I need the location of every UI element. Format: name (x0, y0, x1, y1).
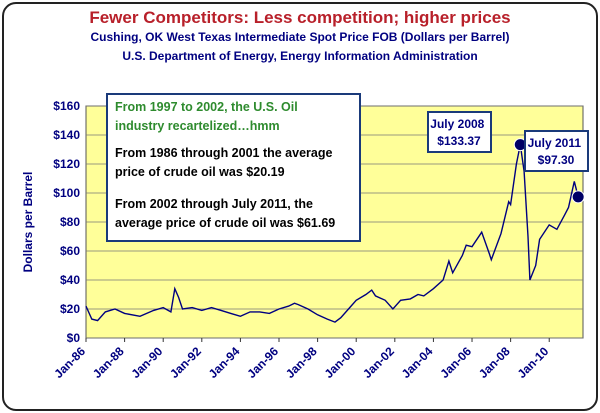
y-tick-label: $100 (53, 186, 80, 200)
annotation-box: From 1997 to 2002, the U.S. Oil industry… (106, 93, 361, 242)
annotation-a-line-1: From 1986 through 2001 the average (115, 146, 332, 160)
callout-july-2008: July 2008 $133.37 (427, 111, 492, 153)
chart-source: U.S. Department of Energy, Energy Inform… (122, 49, 478, 63)
x-tick-label: Jan-06 (437, 344, 474, 381)
x-tick-label: Jan-02 (360, 344, 397, 381)
y-tick-label: $20 (60, 302, 80, 316)
annotation-green-line-2: industry recartelized…hmm (115, 119, 280, 133)
annotation-b-line-2: average price of crude oil was $61.69 (115, 216, 335, 230)
annotation-b-line-1: From 2002 through July 2011, the (115, 197, 313, 211)
annotation-a-line-2: price of crude oil was $20.19 (115, 165, 285, 179)
x-tick-label: Jan-88 (90, 344, 127, 381)
y-tick-label: $60 (60, 244, 80, 258)
callout-2008-price: $133.37 (437, 134, 481, 148)
x-tick-label: Jan-86 (51, 344, 88, 381)
x-tick-label: Jan-00 (322, 344, 359, 381)
callout-marker (571, 190, 585, 204)
y-tick-label: $0 (67, 331, 81, 345)
x-tick-label: Jan-04 (399, 344, 436, 381)
x-tick-label: Jan-96 (244, 344, 281, 381)
annotation-text-b: From 2002 through July 2011, the average… (115, 197, 335, 230)
annotation-green-line-1: From 1997 to 2002, the U.S. Oil (115, 100, 298, 114)
y-tick-label: $80 (60, 215, 80, 229)
x-tick-label: Jan-08 (476, 344, 513, 381)
annotation-green: From 1997 to 2002, the U.S. Oil industry… (115, 100, 301, 133)
y-axis-label: Dollars per Barrel (21, 172, 35, 273)
chart-title: Fewer Competitors: Less competition; hig… (89, 8, 511, 27)
y-tick-label: $40 (60, 273, 80, 287)
callout-2011-price: $97.30 (538, 153, 575, 167)
x-axis-ticks: Jan-86 Jan-88 Jan-90 Jan-92 Jan-94 Jan-96 Jan-… (51, 338, 552, 381)
annotation-text-a: From 1986 through 2001 the average price… (115, 146, 336, 179)
svg-text:July 2008 $133.37: July 2008 $133.37 (430, 117, 487, 148)
y-tick-label: $140 (53, 128, 80, 142)
callout-july-2011: July 2011 $97.30 (524, 130, 589, 172)
x-tick-label: Jan-90 (129, 344, 166, 381)
chart-subtitle: Cushing, OK West Texas Intermediate Spot… (90, 30, 510, 44)
callout-2011-date: July 2011 (528, 136, 582, 150)
y-axis-ticks: $0 $20 $40 $60 $80 $100 $120 $140 $160 (53, 99, 80, 345)
y-tick-label: $120 (53, 157, 80, 171)
x-tick-label: Jan-98 (283, 344, 320, 381)
x-tick-label: Jan-92 (167, 344, 204, 381)
x-tick-label: Jan-10 (515, 344, 552, 381)
callout-2008-date: July 2008 (430, 117, 484, 131)
svg-text:July 2011 $97.30: July 2011 $97.30 (528, 136, 585, 167)
y-tick-label: $160 (53, 99, 80, 113)
x-tick-label: Jan-94 (206, 344, 243, 381)
